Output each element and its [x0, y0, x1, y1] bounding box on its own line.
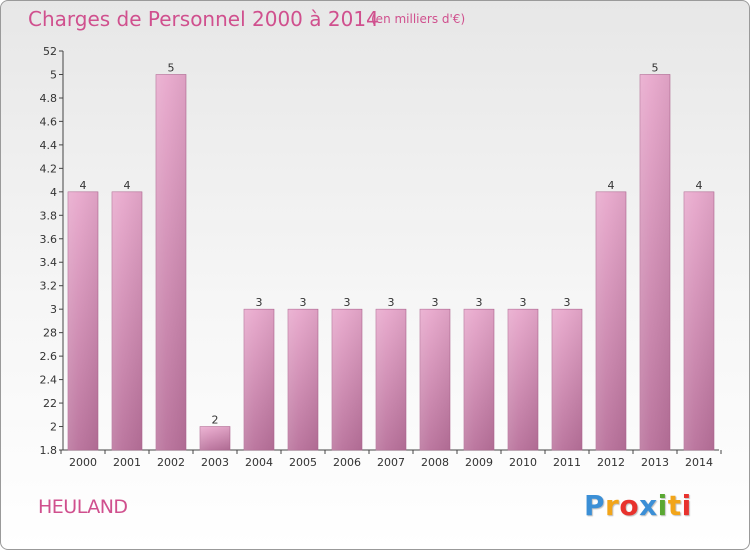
- chart-title: Charges de Personnel 2000 à 2014: [28, 7, 379, 31]
- y-tick-label: 5: [50, 68, 57, 81]
- bar-highlight: [684, 191, 714, 450]
- y-tick-label: 3: [50, 303, 57, 316]
- bar-highlight: [508, 309, 538, 450]
- x-tick-label: 2006: [333, 456, 361, 469]
- y-tick-label: 4.2: [40, 162, 58, 175]
- data-label: 5: [652, 61, 659, 74]
- logo-letter: i: [657, 489, 668, 522]
- data-label: 2: [212, 414, 219, 427]
- data-label: 3: [564, 296, 571, 309]
- data-label: 4: [80, 179, 87, 192]
- bar-highlight: [596, 191, 626, 450]
- y-tick-label: 2.6: [40, 350, 58, 363]
- proxiti-logo: Proxiti: [584, 489, 692, 522]
- bar-highlight: [244, 309, 274, 450]
- data-label: 4: [124, 179, 131, 192]
- x-tick-label: 2002: [157, 456, 185, 469]
- x-tick-label: 2001: [113, 456, 141, 469]
- logo-letter: x: [639, 489, 658, 522]
- x-tick-label: 2005: [289, 456, 317, 469]
- y-tick-label: 4: [50, 186, 57, 199]
- x-tick-label: 2012: [597, 456, 625, 469]
- y-tick-label: 1.8: [40, 444, 58, 457]
- y-tick-label: 22: [43, 397, 57, 410]
- data-label: 3: [476, 296, 483, 309]
- y-tick-label: 3.2: [40, 280, 58, 293]
- data-label: 4: [608, 179, 615, 192]
- bar-highlight: [376, 309, 406, 450]
- y-tick-label: 3.8: [40, 209, 58, 222]
- x-tick-label: 2000: [69, 456, 97, 469]
- logo-letter: r: [605, 489, 620, 522]
- logo-letter: t: [667, 489, 682, 522]
- bar-highlight: [288, 309, 318, 450]
- y-tick-label: 4.4: [40, 139, 58, 152]
- bar-highlight: [552, 309, 582, 450]
- bar-highlight: [68, 191, 98, 450]
- data-label: 3: [432, 296, 439, 309]
- bar-highlight: [464, 309, 494, 450]
- bar-highlight: [112, 191, 142, 450]
- bar-highlight: [332, 309, 362, 450]
- x-tick-label: 2003: [201, 456, 229, 469]
- y-tick-label: 4.6: [40, 115, 58, 128]
- x-tick-label: 2010: [509, 456, 537, 469]
- x-tick-label: 2013: [641, 456, 669, 469]
- data-label: 3: [300, 296, 307, 309]
- logo-letter: o: [619, 489, 640, 522]
- data-label: 4: [696, 179, 703, 192]
- bar-highlight: [420, 309, 450, 450]
- x-tick-label: 2014: [685, 456, 713, 469]
- data-label: 3: [256, 296, 263, 309]
- x-tick-label: 2011: [553, 456, 581, 469]
- commune-name: HEULAND: [38, 496, 128, 518]
- y-tick-label: 3.6: [40, 233, 58, 246]
- x-tick-label: 2007: [377, 456, 405, 469]
- data-label: 3: [520, 296, 527, 309]
- y-tick-label: 2.4: [40, 374, 58, 387]
- y-tick-label: 28: [43, 327, 57, 340]
- chart-subtitle: (en milliers d'€): [371, 12, 466, 26]
- x-tick-label: 2008: [421, 456, 449, 469]
- y-tick-label: 52: [43, 45, 57, 58]
- data-label: 5: [168, 61, 175, 74]
- bar-highlight: [156, 74, 186, 451]
- bar-highlight: [200, 426, 230, 450]
- logo-letter: P: [584, 489, 606, 522]
- x-tick-label: 2009: [465, 456, 493, 469]
- data-label: 3: [388, 296, 395, 309]
- x-tick-label: 2004: [245, 456, 273, 469]
- y-tick-label: 2: [50, 421, 57, 434]
- y-tick-label: 4.8: [40, 92, 58, 105]
- y-tick-label: 3.4: [40, 256, 58, 269]
- data-label: 3: [344, 296, 351, 309]
- bar-highlight: [640, 74, 670, 451]
- logo-letter: i: [681, 489, 692, 522]
